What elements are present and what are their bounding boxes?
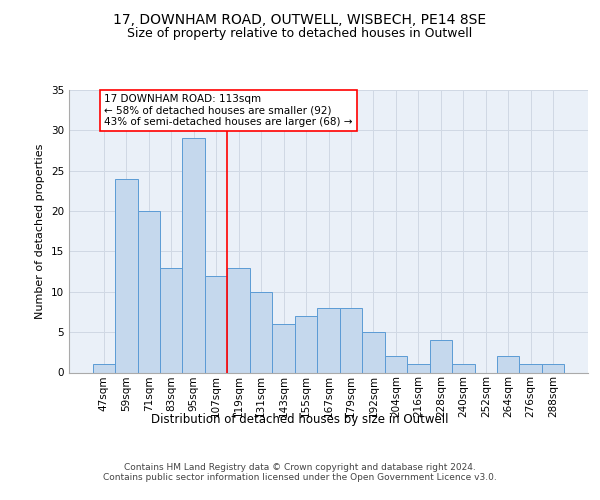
Text: Size of property relative to detached houses in Outwell: Size of property relative to detached ho… [127, 28, 473, 40]
Text: 17, DOWNHAM ROAD, OUTWELL, WISBECH, PE14 8SE: 17, DOWNHAM ROAD, OUTWELL, WISBECH, PE14… [113, 12, 487, 26]
Bar [362, 332, 385, 372]
Bar [295, 316, 317, 372]
Bar [115, 179, 137, 372]
Bar [407, 364, 430, 372]
Bar [250, 292, 272, 372]
Text: 17 DOWNHAM ROAD: 113sqm
← 58% of detached houses are smaller (92)
43% of semi-de: 17 DOWNHAM ROAD: 113sqm ← 58% of detache… [104, 94, 353, 127]
Bar [92, 364, 115, 372]
Bar [205, 276, 227, 372]
Y-axis label: Number of detached properties: Number of detached properties [35, 144, 46, 319]
Bar [227, 268, 250, 372]
Bar [452, 364, 475, 372]
Bar [137, 211, 160, 372]
Bar [385, 356, 407, 372]
Bar [160, 268, 182, 372]
Bar [340, 308, 362, 372]
Bar [520, 364, 542, 372]
Bar [272, 324, 295, 372]
Text: Distribution of detached houses by size in Outwell: Distribution of detached houses by size … [151, 412, 449, 426]
Bar [317, 308, 340, 372]
Bar [182, 138, 205, 372]
Text: Contains HM Land Registry data © Crown copyright and database right 2024.
Contai: Contains HM Land Registry data © Crown c… [103, 462, 497, 482]
Bar [430, 340, 452, 372]
Bar [497, 356, 520, 372]
Bar [542, 364, 565, 372]
